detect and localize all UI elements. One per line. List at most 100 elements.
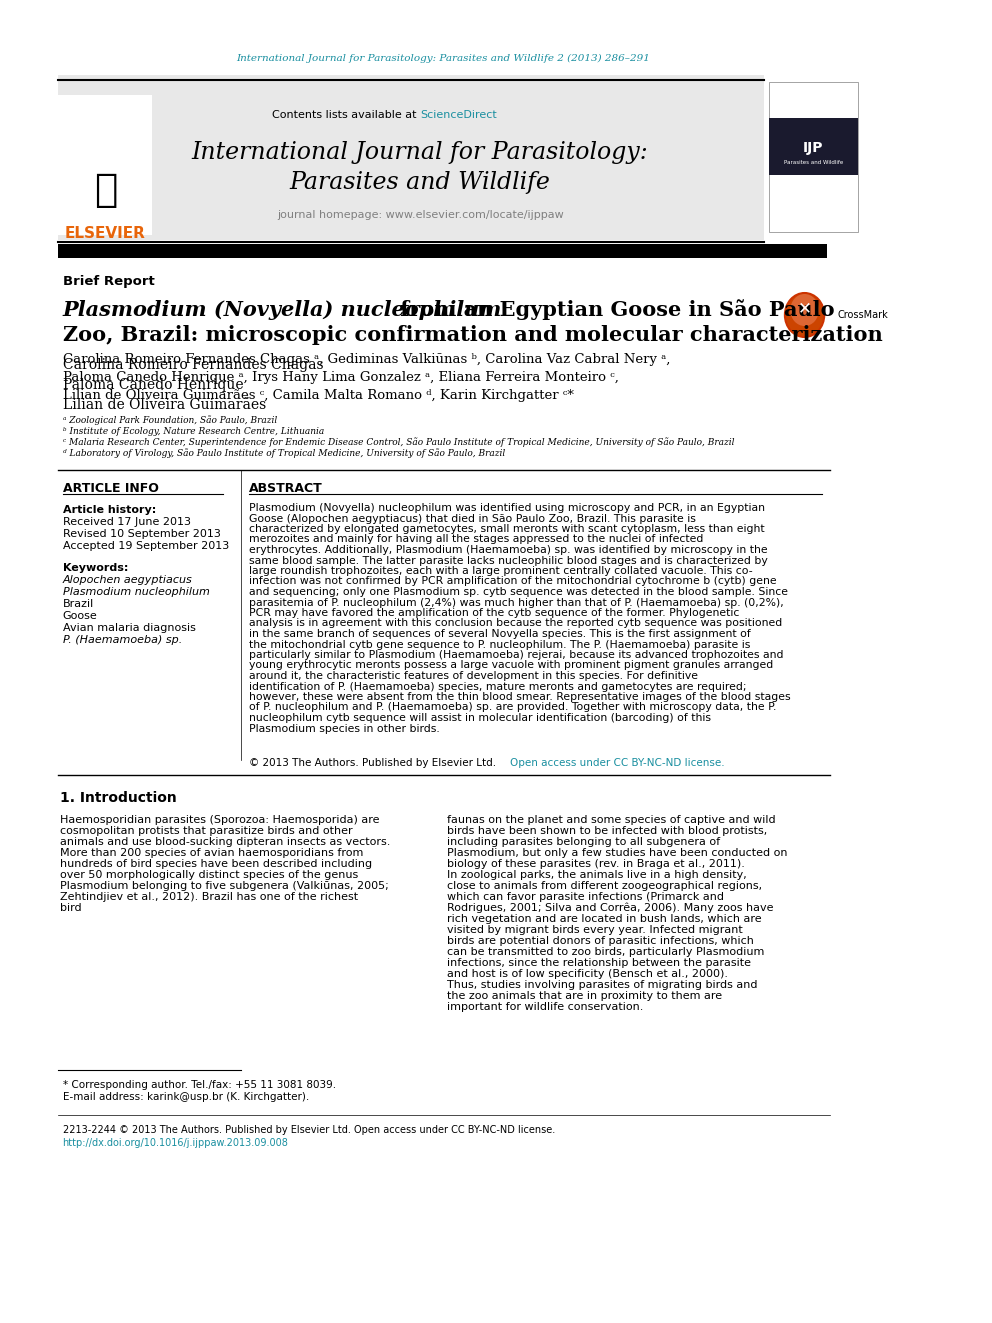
Text: birds are potential donors of parasitic infections, which: birds are potential donors of parasitic … [447,935,754,946]
Text: close to animals from different zoogeographical regions,: close to animals from different zoogeogr… [447,881,762,890]
Text: birds have been shown to be infected with blood protists,: birds have been shown to be infected wit… [447,826,767,836]
Text: http://dx.doi.org/10.1016/j.ijppaw.2013.09.008: http://dx.doi.org/10.1016/j.ijppaw.2013.… [62,1138,289,1148]
Text: ARTICLE INFO: ARTICLE INFO [62,482,159,495]
Text: infection was not confirmed by PCR amplification of the mitochondrial cytochrome: infection was not confirmed by PCR ampli… [249,577,776,586]
Text: same blood sample. The latter parasite lacks nucleophilic blood stages and is ch: same blood sample. The latter parasite l… [249,556,767,565]
Text: Plasmodium belonging to five subgenera (Valkiūnas, 2005;: Plasmodium belonging to five subgenera (… [60,881,389,890]
Text: Open access under CC BY-NC-ND license.: Open access under CC BY-NC-ND license. [510,758,724,767]
Text: from an Egyptian Goose in São Paulo: from an Egyptian Goose in São Paulo [394,299,835,320]
Text: in the same branch of sequences of several Novyella species. This is the first a: in the same branch of sequences of sever… [249,628,750,639]
Text: Plasmodium species in other birds.: Plasmodium species in other birds. [249,724,439,733]
Text: merozoites and mainly for having all the stages appressed to the nuclei of infec: merozoites and mainly for having all the… [249,534,703,545]
Text: which can favor parasite infections (Primarck and: which can favor parasite infections (Pri… [447,892,724,902]
Text: 2213-2244 © 2013 The Authors. Published by Elsevier Ltd. Open access under CC BY: 2213-2244 © 2013 The Authors. Published … [62,1125,555,1135]
Text: Plasmodium nucleophilum: Plasmodium nucleophilum [62,587,209,597]
Text: parasitemia of P. nucleophilum (2,4%) was much higher than that of P. (Haemamoeb: parasitemia of P. nucleophilum (2,4%) wa… [249,598,784,607]
Text: Haemosporidian parasites (Sporozoa: Haemosporida) are: Haemosporidian parasites (Sporozoa: Haem… [60,815,379,826]
Text: Parasites and Wildlife: Parasites and Wildlife [784,160,843,164]
Text: important for wildlife conservation.: important for wildlife conservation. [447,1002,644,1012]
Text: rich vegetation and are located in bush lands, which are: rich vegetation and are located in bush … [447,914,762,923]
Text: Plasmodium (Novyella) nucleophilum: Plasmodium (Novyella) nucleophilum [62,300,502,320]
Text: P. (Haemamoeba) sp.: P. (Haemamoeba) sp. [62,635,182,646]
Bar [769,118,858,175]
Text: Paloma Canedo Henrique: Paloma Canedo Henrique [62,378,243,392]
Text: Received 17 June 2013: Received 17 June 2013 [62,517,190,527]
Circle shape [785,292,824,337]
Text: ᵈ Laboratory of Virology, São Paulo Institute of Tropical Medicine, University o: ᵈ Laboratory of Virology, São Paulo Inst… [62,448,505,458]
Text: particularly similar to Plasmodium (Haemamoeba) rejerai, because its advanced tr: particularly similar to Plasmodium (Haem… [249,650,783,660]
Text: ᵃ Zoological Park Foundation, São Paulo, Brazil: ᵃ Zoological Park Foundation, São Paulo,… [62,415,277,425]
Text: Zehtindjiev et al., 2012). Brazil has one of the richest: Zehtindjiev et al., 2012). Brazil has on… [60,892,358,902]
Text: Paloma Canedo Henrique ᵃ, Irys Hany Lima Gonzalez ᵃ, Eliana Ferreira Monteiro ᶜ,: Paloma Canedo Henrique ᵃ, Irys Hany Lima… [62,372,618,385]
Text: animals and use blood-sucking dipteran insects as vectors.: animals and use blood-sucking dipteran i… [60,837,390,847]
Text: Lilian de Oliveira Guimarães: Lilian de Oliveira Guimarães [62,398,266,411]
Text: however, these were absent from the thin blood smear. Representative images of t: however, these were absent from the thin… [249,692,791,703]
Text: Thus, studies involving parasites of migrating birds and: Thus, studies involving parasites of mig… [447,980,758,990]
Text: Plasmodium, but only a few studies have been conducted on: Plasmodium, but only a few studies have … [447,848,788,859]
Text: 🌳: 🌳 [94,171,117,209]
Text: Goose: Goose [62,611,97,620]
Text: International Journal for Parasitology: Parasites and Wildlife 2 (2013) 286–291: International Journal for Parasitology: … [236,53,651,62]
Text: * Corresponding author. Tel./fax: +55 11 3081 8039.: * Corresponding author. Tel./fax: +55 11… [62,1080,335,1090]
Text: Plasmodium (Novyella) nucleophilum was identified using microscopy and PCR, in a: Plasmodium (Novyella) nucleophilum was i… [249,503,765,513]
Text: bird: bird [60,904,81,913]
Text: More than 200 species of avian haemosporidians from: More than 200 species of avian haemospor… [60,848,363,859]
Text: IJP: IJP [804,142,823,155]
Text: infections, since the relationship between the parasite: infections, since the relationship betwe… [447,958,751,968]
Text: International Journal for Parasitology:: International Journal for Parasitology: [191,140,649,164]
Text: CrossMark: CrossMark [837,310,889,320]
Text: ELSEVIER: ELSEVIER [65,225,146,241]
Circle shape [791,294,818,325]
Text: including parasites belonging to all subgenera of: including parasites belonging to all sub… [447,837,720,847]
Text: the zoo animals that are in proximity to them are: the zoo animals that are in proximity to… [447,991,722,1002]
Text: Parasites and Wildlife: Parasites and Wildlife [290,171,551,193]
Text: visited by migrant birds every year. Infected migrant: visited by migrant birds every year. Inf… [447,925,743,935]
Text: around it, the characteristic features of development in this species. For defin: around it, the characteristic features o… [249,671,697,681]
Text: of P. nucleophilum and P. (Haemamoeba) sp. are provided. Together with microscop: of P. nucleophilum and P. (Haemamoeba) s… [249,703,776,713]
Text: Carolina Romeiro Fernandes Chagas ᵃ, Gediminas Valkiūnas ᵇ, Carolina Vaz Cabral : Carolina Romeiro Fernandes Chagas ᵃ, Ged… [62,353,670,366]
Text: Zoo, Brazil: microscopic confirmation and molecular characterization: Zoo, Brazil: microscopic confirmation an… [62,325,882,345]
Text: Avian malaria diagnosis: Avian malaria diagnosis [62,623,195,632]
Text: and sequencing; only one Plasmodium sp. cytb sequence was detected in the blood : and sequencing; only one Plasmodium sp. … [249,587,788,597]
Text: hundreds of bird species have been described including: hundreds of bird species have been descr… [60,859,372,869]
Text: over 50 morphologically distinct species of the genus: over 50 morphologically distinct species… [60,871,358,880]
Text: Article history:: Article history: [62,505,156,515]
Text: and host is of low specificity (Bensch et al., 2000).: and host is of low specificity (Bensch e… [447,968,728,979]
Text: Contents lists available at: Contents lists available at [272,110,421,120]
Text: E-mail address: karink@usp.br (K. Kirchgatter).: E-mail address: karink@usp.br (K. Kirchg… [62,1091,309,1102]
Text: young erythrocytic meronts possess a large vacuole with prominent pigment granul: young erythrocytic meronts possess a lar… [249,660,773,671]
Bar [769,82,858,232]
Text: In zoological parks, the animals live in a high density,: In zoological parks, the animals live in… [447,871,747,880]
Text: 1. Introduction: 1. Introduction [60,791,177,804]
Text: nucleophilum cytb sequence will assist in molecular identification (barcoding) o: nucleophilum cytb sequence will assist i… [249,713,710,722]
Text: Goose (Alopochen aegyptiacus) that died in São Paulo Zoo, Brazil. This parasite : Goose (Alopochen aegyptiacus) that died … [249,513,695,524]
Text: ABSTRACT: ABSTRACT [249,482,322,495]
Text: ᶜ Malaria Research Center, Superintendence for Endemic Disease Control, São Paul: ᶜ Malaria Research Center, Superintenden… [62,437,734,447]
Text: Alopochen aegyptiacus: Alopochen aegyptiacus [62,576,192,585]
Text: PCR may have favored the amplification of the cytb sequence of the former. Phylo: PCR may have favored the amplification o… [249,609,739,618]
Text: identification of P. (Haemamoeba) species, mature meronts and gametocytes are re: identification of P. (Haemamoeba) specie… [249,681,746,692]
Text: the mitochondrial cytb gene sequence to P. nucleophilum. The P. (Haemamoeba) par: the mitochondrial cytb gene sequence to … [249,639,750,650]
Text: characterized by elongated gametocytes, small meronts with scant cytoplasm, less: characterized by elongated gametocytes, … [249,524,764,534]
Text: Brazil: Brazil [62,599,94,609]
Text: ᵇ Institute of Ecology, Nature Research Centre, Lithuania: ᵇ Institute of Ecology, Nature Research … [62,426,323,435]
Text: ✕: ✕ [798,299,811,318]
Text: Brief Report: Brief Report [62,275,155,288]
Text: Revised 10 September 2013: Revised 10 September 2013 [62,529,220,538]
Bar [59,75,764,239]
Text: biology of these parasites (rev. in Braga et al., 2011).: biology of these parasites (rev. in Brag… [447,859,745,869]
Text: large roundish trophozoites, each with a large prominent centrally collated vacu: large roundish trophozoites, each with a… [249,566,752,576]
Text: © 2013 The Authors. Published by Elsevier Ltd.: © 2013 The Authors. Published by Elsevie… [249,758,499,767]
Text: erythrocytes. Additionally, Plasmodium (Haemamoeba) sp. was identified by micros: erythrocytes. Additionally, Plasmodium (… [249,545,767,556]
Text: can be transmitted to zoo birds, particularly Plasmodium: can be transmitted to zoo birds, particu… [447,947,765,957]
Text: Rodrigues, 2001; Silva and Corrêa, 2006). Many zoos have: Rodrigues, 2001; Silva and Corrêa, 2006)… [447,902,774,913]
Text: Lilian de Oliveira Guimarães ᶜ, Camila Malta Romano ᵈ, Karin Kirchgatter ᶜ*: Lilian de Oliveira Guimarães ᶜ, Camila M… [62,389,573,402]
Bar [59,95,152,235]
Text: analysis is in agreement with this conclusion because the reported cytb sequence: analysis is in agreement with this concl… [249,618,782,628]
Text: cosmopolitan protists that parasitize birds and other: cosmopolitan protists that parasitize bi… [60,826,352,836]
Text: Keywords:: Keywords: [62,564,128,573]
Bar [59,243,827,258]
Text: faunas on the planet and some species of captive and wild: faunas on the planet and some species of… [447,815,776,826]
Text: Carolina Romeiro Fernandes Chagas: Carolina Romeiro Fernandes Chagas [62,359,323,372]
Text: journal homepage: www.elsevier.com/locate/ijppaw: journal homepage: www.elsevier.com/locat… [277,210,563,220]
